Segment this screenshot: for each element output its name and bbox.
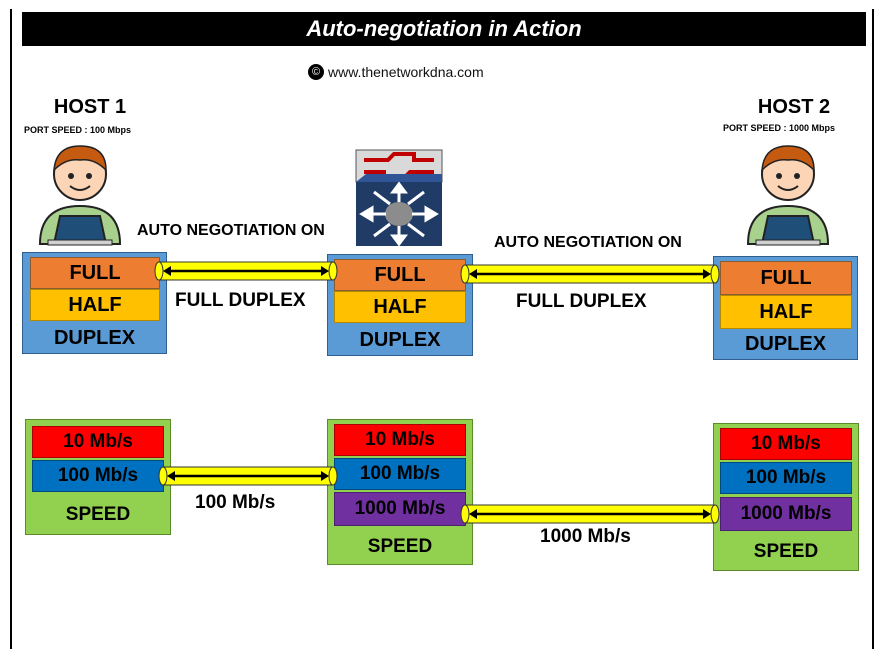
host2-speed-panel: 10 Mb/s 100 Mb/s 1000 Mb/s SPEED <box>713 423 859 571</box>
copyright-line: © www.thenetworkdna.com <box>308 64 484 80</box>
host2-duplex-panel: FULL HALF DUPLEX <box>713 256 858 360</box>
host2-speed-10-cell: 10 Mb/s <box>720 428 852 460</box>
link1-duplex-result: FULL DUPLEX <box>175 290 306 311</box>
switch-full-cell: FULL <box>334 259 466 291</box>
host2-half-cell: HALF <box>720 295 852 329</box>
host1-speed-10-cell: 10 Mb/s <box>32 426 164 458</box>
host2-full-cell: FULL <box>720 261 852 295</box>
host2-user-icon <box>746 145 830 246</box>
link2-duplex-cable <box>460 264 720 284</box>
link1-autoneg-label: AUTO NEGOTIATION ON <box>137 222 325 239</box>
link1-speed-cable <box>158 466 338 486</box>
switch-speed-100-cell: 100 Mb/s <box>334 458 466 490</box>
host1-full-cell: FULL <box>30 257 160 289</box>
link2-duplex-result: FULL DUPLEX <box>516 291 647 312</box>
link2-autoneg-label: AUTO NEGOTIATION ON <box>494 234 682 251</box>
host2-speed-1000-cell: 1000 Mb/s <box>720 497 852 531</box>
switch-speed-10-cell: 10 Mb/s <box>334 424 466 456</box>
host1-speed-panel: 10 Mb/s 100 Mb/s SPEED <box>25 419 171 535</box>
switch-speed-panel: 10 Mb/s 100 Mb/s 1000 Mb/s SPEED <box>327 419 473 565</box>
link1-duplex-cable <box>154 261 338 281</box>
link2-speed-result: 1000 Mb/s <box>540 526 631 547</box>
switch-icon <box>355 149 443 247</box>
host2-port-speed: PORT SPEED : 1000 Mbps <box>723 123 836 133</box>
host1-title: HOST 1 <box>53 96 127 118</box>
link1-speed-result: 100 Mb/s <box>195 492 276 513</box>
host2-speed-100-cell: 100 Mb/s <box>720 462 852 494</box>
host1-user-icon <box>38 145 122 246</box>
switch-duplex-panel: FULL HALF DUPLEX <box>327 254 473 356</box>
host2-title: HOST 2 <box>757 96 831 118</box>
switch-duplex-label: DUPLEX <box>359 329 441 351</box>
host1-half-cell: HALF <box>30 289 160 321</box>
switch-speed-label: SPEED <box>367 536 433 557</box>
host1-speed-100-cell: 100 Mb/s <box>32 460 164 492</box>
page-title: Auto-negotiation in Action <box>22 12 866 46</box>
website-text: www.thenetworkdna.com <box>328 64 484 80</box>
host2-speed-label: SPEED <box>753 541 819 562</box>
host1-duplex-label: DUPLEX <box>53 327 136 349</box>
copyright-icon: © <box>308 64 324 80</box>
switch-half-cell: HALF <box>334 291 466 323</box>
host1-port-speed: PORT SPEED : 100 Mbps <box>24 125 132 135</box>
link2-speed-cable <box>460 504 720 524</box>
host1-speed-label: SPEED <box>65 504 131 525</box>
switch-speed-1000-cell: 1000 Mb/s <box>334 492 466 526</box>
host1-duplex-panel: FULL HALF DUPLEX <box>22 252 167 354</box>
host2-duplex-label: DUPLEX <box>744 333 827 355</box>
diagram-frame <box>10 9 874 649</box>
